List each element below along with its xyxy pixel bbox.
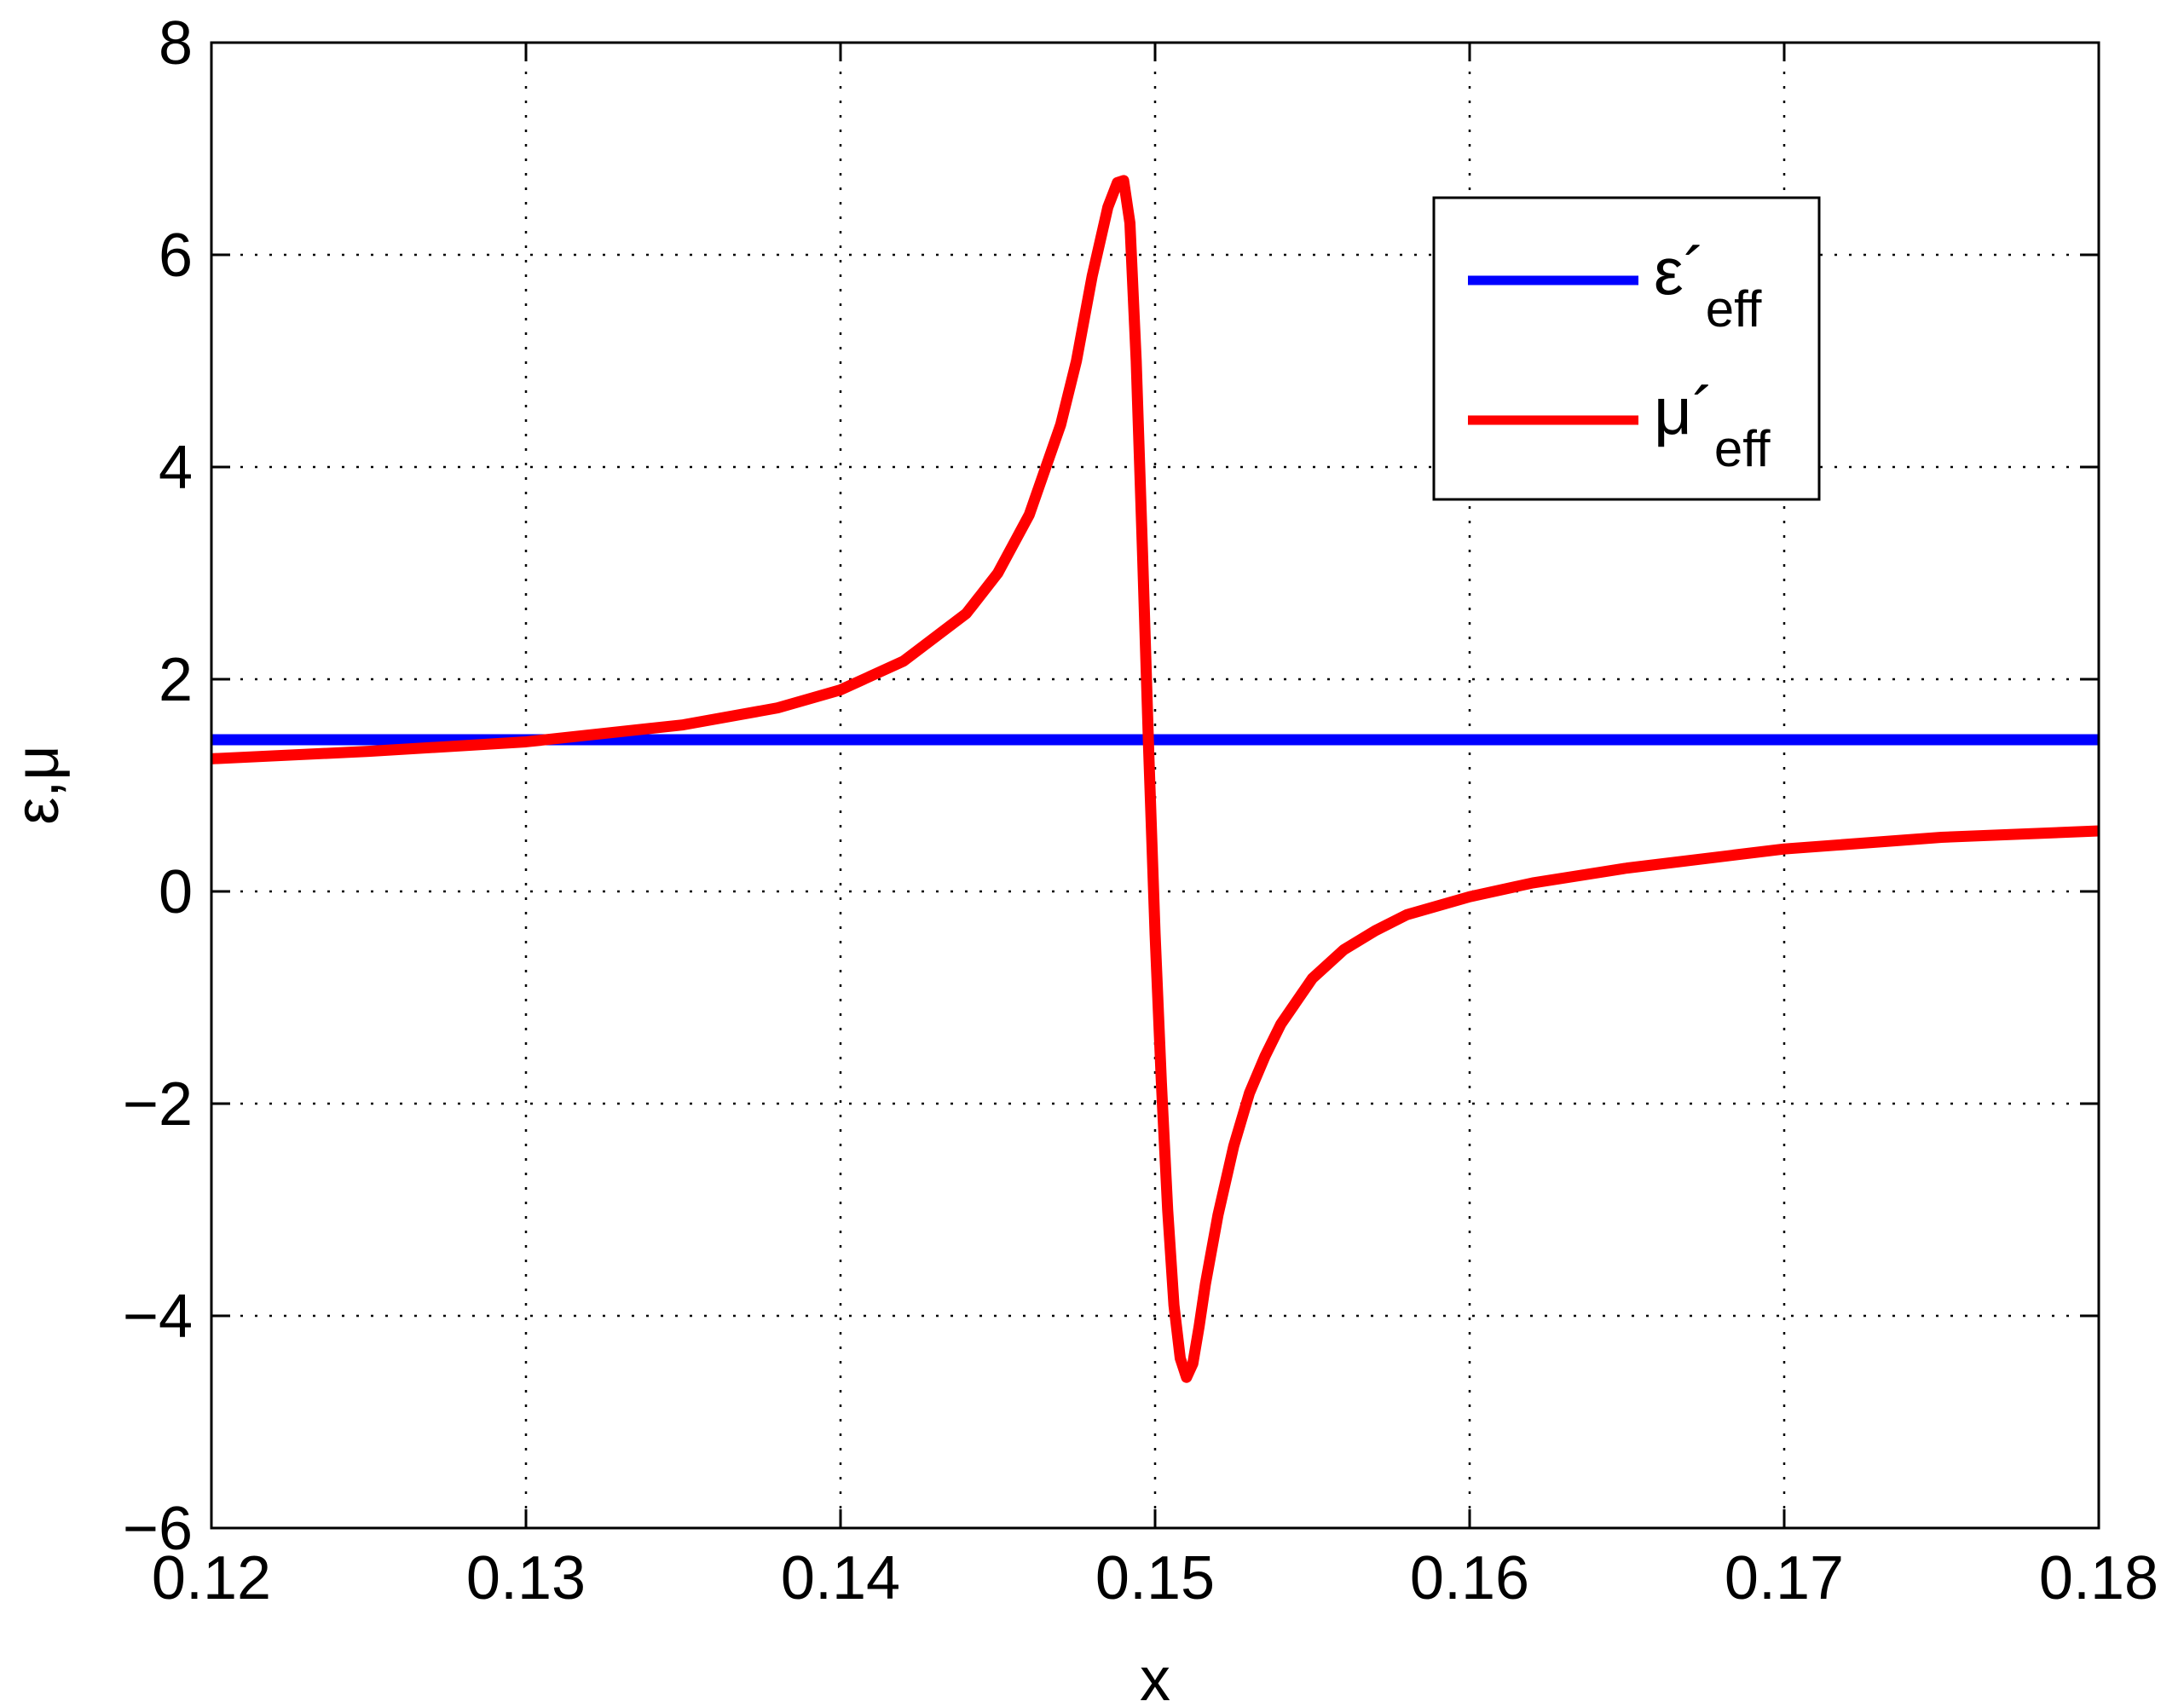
x-tick-label: 0.14 [781, 1544, 900, 1612]
y-tick-label: 0 [159, 858, 193, 926]
y-tick-label: 6 [159, 222, 193, 290]
x-tick-label: 0.16 [1410, 1544, 1529, 1612]
y-tick-label: 8 [159, 9, 193, 78]
x-tick-label: 0.12 [152, 1544, 271, 1612]
ticks [210, 41, 2100, 1530]
y-axis-label: ε,μ [3, 745, 72, 825]
x-tick-label: 0.17 [1725, 1544, 1844, 1612]
y-tick-label: 4 [159, 434, 193, 502]
x-tick-label: 0.13 [466, 1544, 586, 1612]
y-tick-label: 2 [159, 646, 193, 714]
x-tick-label: 0.15 [1095, 1544, 1215, 1612]
legend-label-epsilon: ε´eff [1654, 234, 1762, 337]
x-axis-label: x [1140, 1646, 1170, 1707]
series-line-mu-eff [211, 175, 2100, 1383]
legend: ε´eff μ´eff [1432, 196, 1821, 501]
legend-label-mu: μ´eff [1654, 373, 1771, 477]
tick-labels: 0.12 0.13 0.14 0.15 0.16 0.17 0.18 −6 −4 −2 0 2 4 6 8 [123, 9, 2158, 1612]
y-tick-label: −6 [123, 1495, 193, 1563]
y-tick-label: −2 [123, 1070, 193, 1139]
y-tick-label: −4 [123, 1283, 193, 1351]
series-layer [211, 175, 2100, 1383]
legend-box [1432, 196, 1821, 501]
x-tick-label: 0.18 [2039, 1544, 2158, 1612]
